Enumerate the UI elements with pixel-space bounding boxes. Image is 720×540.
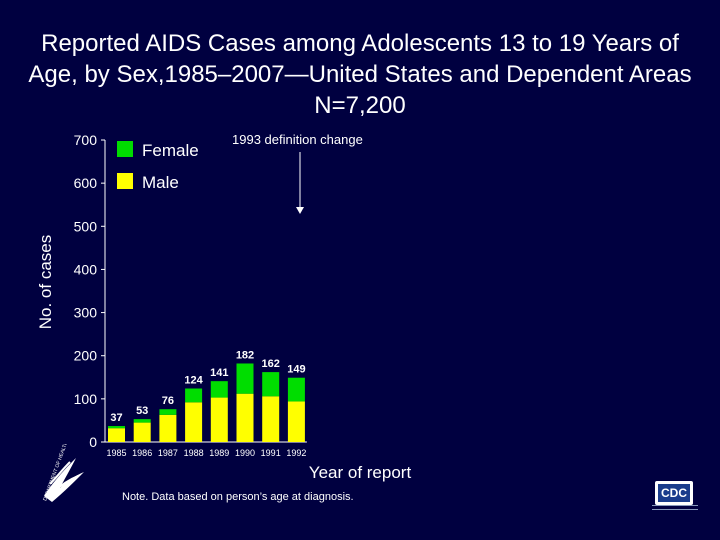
bar-female-1992 — [287, 377, 305, 402]
bar-male-1989 — [210, 397, 228, 442]
title-line-3: N=7,200 — [314, 92, 406, 119]
bar-male-1986 — [133, 422, 151, 442]
bar-female-1987 — [159, 409, 177, 415]
y-tick-label-0: 0 — [89, 434, 97, 450]
y-axis-title: No. of cases — [36, 235, 55, 330]
x-tick-label-1987: 1987 — [158, 448, 178, 458]
data-label-1987: 76 — [162, 395, 174, 407]
data-label-1985: 37 — [110, 412, 122, 424]
x-tick-label-1990: 1990 — [235, 448, 255, 458]
bar-male-1990 — [236, 393, 254, 442]
y-tick-label-300: 300 — [74, 305, 98, 321]
bar-female-1989 — [210, 381, 228, 398]
bar-male-1987 — [159, 414, 177, 442]
annotation-text: 1993 definition change — [232, 132, 363, 147]
title-line-2: Age, by Sex,1985–2007—United States and … — [28, 61, 692, 88]
data-label-1991: 162 — [262, 358, 280, 370]
x-tick-label-1986: 1986 — [132, 448, 152, 458]
x-tick-label-1988: 1988 — [184, 448, 204, 458]
note-text: Note. Data based on person’s age at diag… — [122, 491, 354, 503]
bar-female-1990 — [236, 363, 254, 394]
bar-male-1991 — [262, 396, 280, 442]
y-tick-label-400: 400 — [74, 261, 98, 277]
title-line-1: Reported AIDS Cases among Adolescents 13… — [41, 30, 679, 57]
y-tick-label-700: 700 — [74, 132, 98, 148]
y-tick-label-600: 600 — [74, 175, 98, 191]
bar-female-1986 — [133, 419, 151, 423]
data-label-1988: 124 — [184, 375, 203, 387]
y-tick-label-200: 200 — [74, 348, 98, 364]
x-tick-label-1992: 1992 — [286, 448, 306, 458]
chart-title: Reported AIDS Cases among Adolescents 13… — [0, 28, 720, 121]
cdc-logo: CDC — [655, 481, 693, 505]
bar-male-1988 — [185, 402, 203, 442]
hhs-eagle-logo: DEPARTMENT OF HEALTH & HUMAN SERVICES · … — [32, 444, 90, 507]
y-tick-label-100: 100 — [74, 391, 98, 407]
bar-male-1985 — [108, 428, 125, 442]
cdc-logo-text: CDC — [658, 484, 690, 502]
bar-female-1991 — [262, 372, 280, 397]
x-tick-label-1991: 1991 — [261, 448, 281, 458]
data-label-1990: 182 — [236, 349, 254, 361]
annotation-arrow-head — [296, 207, 304, 214]
legend-label-male: Male — [142, 173, 179, 192]
data-label-1992: 149 — [287, 364, 305, 376]
bar-female-1985 — [108, 426, 125, 429]
data-label-1989: 141 — [210, 367, 228, 379]
bar-male-1992 — [287, 401, 305, 442]
x-axis-title: Year of report — [309, 463, 412, 482]
bar-female-1988 — [185, 388, 203, 403]
legend-swatch-male — [117, 173, 133, 189]
x-tick-label-1989: 1989 — [209, 448, 229, 458]
cdc-logo-tagline — [652, 505, 698, 510]
data-label-1986: 53 — [136, 405, 148, 417]
x-tick-label-1985: 1985 — [106, 448, 126, 458]
legend-label-female: Female — [142, 141, 199, 160]
legend-swatch-female — [117, 141, 133, 157]
y-tick-label-500: 500 — [74, 218, 98, 234]
